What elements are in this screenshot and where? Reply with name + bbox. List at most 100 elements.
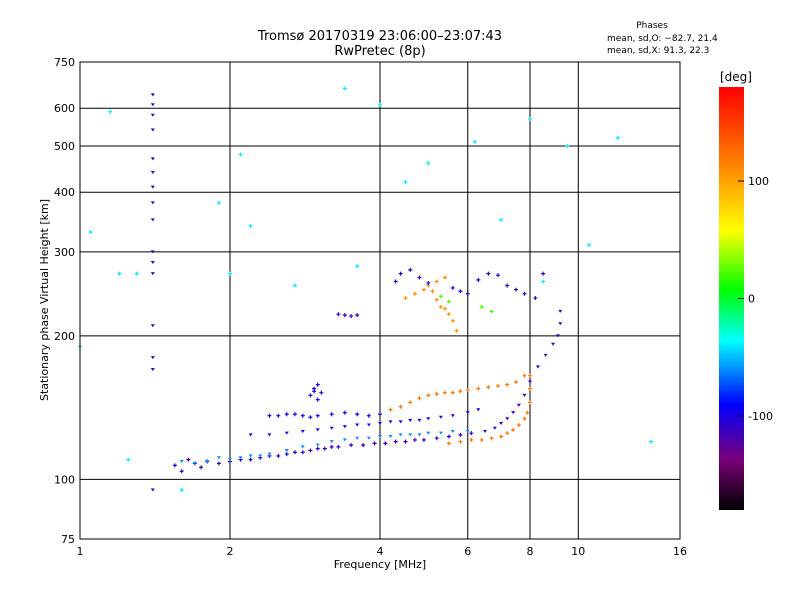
data-point <box>308 448 313 453</box>
data-point <box>150 260 155 264</box>
colorbar-tick-label: 0 <box>748 293 755 306</box>
data-point <box>228 458 232 462</box>
data-point <box>172 463 177 468</box>
data-point <box>403 180 408 185</box>
data-point <box>528 380 532 384</box>
data-point <box>446 441 451 446</box>
data-point <box>329 444 334 449</box>
x-tick-label: 10 <box>571 545 585 558</box>
data-point <box>355 423 360 427</box>
data-point <box>292 450 297 455</box>
data-point <box>525 410 530 415</box>
data-point <box>355 313 360 318</box>
y-tick-label: 75 <box>61 533 75 546</box>
data-point <box>378 412 382 417</box>
data-point <box>150 93 155 97</box>
data-point <box>355 264 360 269</box>
data-point <box>438 304 443 309</box>
data-point <box>258 454 263 458</box>
data-point <box>458 289 463 294</box>
data-point <box>267 413 272 418</box>
data-point <box>292 412 297 417</box>
y-tick-label: 750 <box>54 56 75 69</box>
data-point <box>284 412 289 417</box>
data-point <box>276 413 281 418</box>
data-point <box>535 365 540 369</box>
data-point <box>442 275 447 280</box>
data-point <box>276 453 281 458</box>
data-point <box>342 410 347 415</box>
data-point <box>300 450 305 455</box>
data-point <box>366 413 371 418</box>
data-point <box>408 267 413 272</box>
data-point <box>450 430 455 434</box>
data-point <box>495 383 500 388</box>
y-tick-label: 600 <box>54 102 75 115</box>
data-point <box>336 312 341 317</box>
data-point <box>417 433 422 437</box>
data-point <box>486 385 491 390</box>
data-point <box>315 413 320 418</box>
data-point <box>398 404 403 409</box>
data-point <box>383 441 388 446</box>
data-point <box>315 397 320 402</box>
data-point <box>522 416 527 421</box>
data-point <box>300 430 305 434</box>
data-point <box>533 296 538 301</box>
data-point <box>543 353 548 357</box>
data-point <box>388 420 393 424</box>
phase-stats-o: mean, sd,O: −82.7, 21.4 <box>607 34 718 44</box>
data-point <box>458 439 463 444</box>
data-point <box>446 299 451 304</box>
data-point <box>342 438 347 442</box>
data-point <box>179 488 184 493</box>
data-point <box>308 415 313 420</box>
colorbar-tick-label: 100 <box>748 175 769 188</box>
data-point <box>465 291 470 296</box>
chart-subtitle: RwPretec (8p) <box>334 44 425 59</box>
data-point <box>319 390 324 395</box>
data-point <box>150 324 155 328</box>
data-point <box>315 443 320 447</box>
data-point <box>492 426 497 430</box>
data-point <box>499 434 504 439</box>
plot-frame <box>79 61 681 540</box>
data-point <box>199 465 204 470</box>
data-point <box>458 432 463 437</box>
data-point <box>408 400 413 405</box>
data-point <box>312 389 317 394</box>
data-point <box>516 423 521 428</box>
data-point <box>388 407 393 412</box>
data-point <box>528 400 532 405</box>
data-point <box>186 457 191 462</box>
data-point <box>499 421 504 425</box>
data-point <box>442 306 447 311</box>
data-point <box>541 279 546 284</box>
data-point <box>284 431 289 435</box>
data-point <box>514 287 519 292</box>
data-point <box>393 279 398 284</box>
data-point <box>505 431 510 436</box>
data-point <box>248 223 253 228</box>
data-point <box>248 457 253 462</box>
data-point <box>388 435 393 439</box>
data-point <box>308 393 313 398</box>
data-point <box>438 415 443 419</box>
data-point <box>372 441 377 446</box>
x-tick-label: 6 <box>464 545 471 558</box>
phase-stats-x: mean, sd,X: 91.3, 22.3 <box>607 46 709 56</box>
data-point <box>342 425 347 429</box>
data-point <box>205 460 210 464</box>
data-point <box>454 328 459 333</box>
data-point <box>216 461 221 466</box>
chart-title: Tromsø 20170319 23:06:00–23:07:43 <box>257 29 502 44</box>
data-point <box>366 423 371 427</box>
data-point <box>300 413 305 418</box>
data-point <box>403 439 408 444</box>
data-point <box>238 456 243 460</box>
data-point <box>292 283 297 288</box>
data-point <box>403 296 408 301</box>
data-point <box>150 356 155 360</box>
data-point <box>361 443 366 448</box>
